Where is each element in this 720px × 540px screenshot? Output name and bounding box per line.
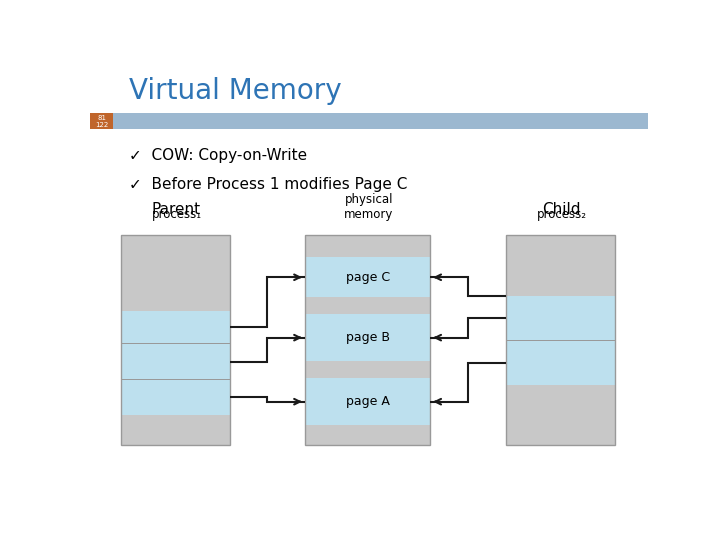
Text: Parent: Parent: [152, 202, 201, 217]
Bar: [505, 386, 615, 446]
Text: process₂: process₂: [536, 208, 587, 221]
Bar: [305, 235, 431, 258]
Text: page A: page A: [346, 395, 390, 408]
Bar: [90, 113, 648, 129]
Text: physical
memory: physical memory: [344, 193, 394, 221]
Bar: [505, 340, 615, 341]
Bar: [305, 235, 431, 446]
Bar: [505, 235, 615, 446]
Bar: [121, 235, 230, 446]
Text: 81
122: 81 122: [95, 115, 108, 127]
Text: Child: Child: [542, 202, 581, 217]
Bar: [505, 296, 615, 340]
Text: ✓  Before Process 1 modifies Page C: ✓ Before Process 1 modifies Page C: [129, 177, 408, 192]
Bar: [305, 361, 431, 378]
Bar: [121, 379, 230, 380]
Bar: [121, 343, 230, 345]
Bar: [305, 258, 431, 297]
Bar: [90, 113, 114, 129]
Bar: [305, 297, 431, 314]
Text: Virtual Memory: Virtual Memory: [129, 77, 342, 105]
Bar: [305, 314, 431, 361]
Text: page C: page C: [346, 271, 390, 284]
Bar: [305, 378, 431, 426]
Bar: [121, 380, 230, 415]
Text: page B: page B: [346, 331, 390, 344]
Bar: [505, 341, 615, 386]
Text: ✓  COW: Copy-on-Write: ✓ COW: Copy-on-Write: [129, 148, 307, 163]
Text: process₁: process₁: [151, 208, 202, 221]
Bar: [121, 345, 230, 379]
Bar: [305, 426, 431, 446]
Bar: [121, 415, 230, 446]
Bar: [121, 311, 230, 343]
Bar: [121, 235, 230, 311]
Bar: [505, 235, 615, 296]
